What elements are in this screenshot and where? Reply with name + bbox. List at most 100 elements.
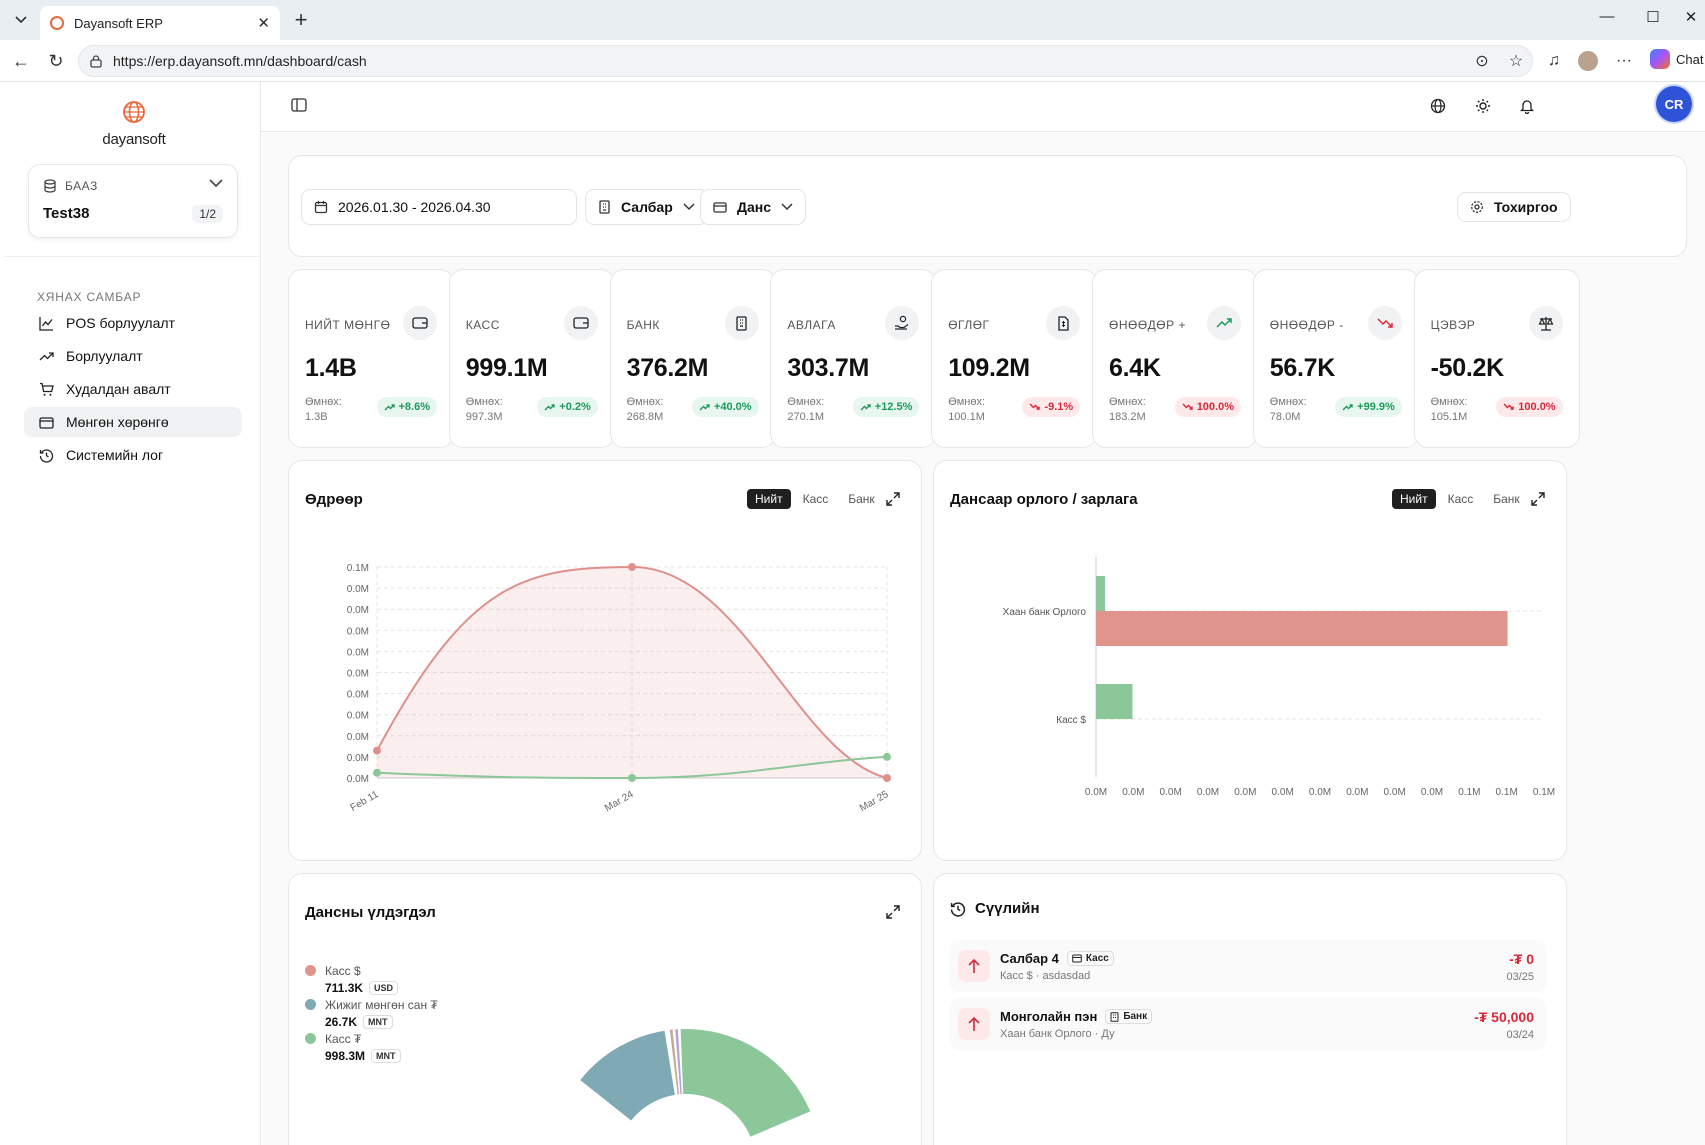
x-tick-label: 0.1M bbox=[1533, 787, 1555, 798]
stat-prev-value: 997.3M bbox=[465, 411, 503, 423]
sidebar-item-purchases[interactable]: Худалдан авалт bbox=[24, 374, 242, 404]
theme-sun-icon[interactable] bbox=[1471, 94, 1495, 118]
favorite-star-icon[interactable]: ☆ bbox=[1508, 53, 1524, 70]
trend-down-icon bbox=[1503, 403, 1518, 411]
logo[interactable]: dayansoft bbox=[94, 100, 174, 148]
tab-list-button[interactable] bbox=[8, 8, 34, 32]
sidebar-item-label: Борлуулалт bbox=[66, 348, 143, 364]
reading-mode-icon[interactable]: ⊙ bbox=[1475, 53, 1489, 70]
y-tick-label: 0.0M bbox=[347, 753, 369, 764]
legend-item[interactable]: Касс $ 711.3K USD bbox=[305, 964, 399, 995]
more-menu-icon[interactable]: ··· bbox=[1616, 52, 1632, 69]
stat-prev-label: Өмнөх: bbox=[465, 396, 503, 408]
stat-value: -50.2K bbox=[1430, 354, 1505, 382]
segment-all[interactable]: Нийт bbox=[747, 489, 791, 509]
expand-icon[interactable] bbox=[885, 491, 901, 507]
trend-up-icon bbox=[699, 403, 714, 411]
database-count-badge: 1/2 bbox=[192, 205, 223, 223]
sidebar-item-sales[interactable]: Борлуулалт bbox=[24, 341, 242, 371]
wallet-icon bbox=[713, 201, 727, 214]
branch-select[interactable]: Салбар bbox=[585, 189, 708, 225]
reload-icon[interactable]: ↻ bbox=[48, 50, 64, 71]
stat-value: 109.2M bbox=[948, 354, 1030, 382]
logo-text: dayansoft bbox=[102, 131, 166, 148]
trend-down-icon bbox=[1029, 403, 1044, 411]
stat-label: БАНК bbox=[626, 318, 660, 332]
card-title: Дансны үлдэгдэл bbox=[305, 904, 436, 921]
stat-card: ӨНӨӨДӨР + 6.4K Өмнөх: 183.2M 100.0% bbox=[1092, 269, 1258, 448]
cart-icon bbox=[38, 381, 54, 397]
sidebar-item-pos-sales[interactable]: POS борлуулалт bbox=[24, 308, 242, 338]
segment-cash[interactable]: Касс bbox=[1447, 492, 1474, 506]
y-tick-label: 0.0M bbox=[347, 711, 369, 722]
globe-icon[interactable] bbox=[1426, 94, 1450, 118]
building-icon bbox=[724, 306, 759, 340]
change-badge: +12.5% bbox=[852, 397, 920, 417]
daily-line-chart: 0.0M 0.0M 0.0M 0.0M 0.0M 0.0M 0.0M 0.0M 0.0M 0.0M… bbox=[347, 563, 891, 814]
chevron-down-icon[interactable] bbox=[209, 179, 223, 188]
url-field[interactable]: https://erp.dayansoft.mn/dashboard/cash bbox=[78, 45, 1533, 77]
data-point bbox=[373, 746, 381, 755]
item-subtitle: Касс $ · asdasdad bbox=[1000, 970, 1091, 982]
donut-slice bbox=[680, 1029, 811, 1137]
change-badge: +99.9% bbox=[1335, 397, 1402, 417]
segment-bank[interactable]: Банк bbox=[848, 492, 875, 506]
y-tick-label: 0.0M bbox=[347, 732, 369, 743]
sidebar-item-system-log[interactable]: Системийн лог bbox=[24, 440, 242, 470]
wallet-icon bbox=[1072, 954, 1082, 963]
stat-label: ЦЭВЭР bbox=[1430, 318, 1476, 332]
media-icon[interactable]: ♫ bbox=[1548, 52, 1560, 69]
stat-card: ӨНӨӨДӨР - 56.7K Өмнөх: 78.0M +99.9% bbox=[1252, 269, 1419, 448]
settings-button[interactable]: Тохиргоо bbox=[1457, 192, 1571, 222]
date-range-value: 2026.01.30 - 2026.04.30 bbox=[338, 199, 491, 215]
back-icon[interactable]: ← bbox=[12, 50, 30, 71]
sidebar-divider bbox=[4, 256, 261, 257]
user-avatar[interactable]: CR bbox=[1656, 86, 1692, 122]
date-range-picker[interactable]: 2026.01.30 - 2026.04.30 bbox=[301, 189, 577, 225]
y-tick-label: 0.0M bbox=[347, 605, 369, 616]
filter-card: 2026.01.30 - 2026.04.30 Салбар Данс Тохи… bbox=[288, 155, 1687, 257]
legend-item[interactable]: Касс ₮ 998.3M MNT bbox=[305, 1032, 401, 1063]
sidebar-item-cash-assets[interactable]: Мөнгөн хөрөнгө bbox=[24, 407, 242, 437]
new-tab-button[interactable]: + bbox=[294, 7, 308, 32]
x-tick-label: Feb 11 bbox=[349, 789, 381, 814]
stat-prev-label: Өмнөх: bbox=[626, 396, 664, 408]
close-tab-icon[interactable]: ✕ bbox=[257, 15, 270, 32]
chevron-down-icon bbox=[683, 203, 695, 211]
copilot-button[interactable]: Chat bbox=[1650, 49, 1703, 69]
x-tick-label: 0.0M bbox=[1272, 787, 1294, 798]
segment-cash[interactable]: Касс bbox=[802, 492, 829, 506]
expand-icon[interactable] bbox=[885, 904, 901, 920]
account-chart-card: Дансаар орлого / зарлага Нийт Касс Банк … bbox=[933, 460, 1567, 861]
x-tick-label: 0.0M bbox=[1197, 787, 1219, 798]
sidebar-item-label: Худалдан авалт bbox=[66, 381, 171, 397]
item-date: 03/25 bbox=[1506, 971, 1534, 983]
account-select[interactable]: Данс bbox=[700, 189, 807, 225]
legend-dot bbox=[305, 1033, 316, 1044]
trend-down-icon bbox=[1182, 403, 1197, 411]
address-bar: ← ↻ https://erp.dayansoft.mn/dashboard/c… bbox=[0, 40, 1705, 82]
expand-icon[interactable] bbox=[1530, 491, 1546, 507]
x-tick-label: Mar 25 bbox=[858, 789, 891, 814]
stat-prev-value: 183.2M bbox=[1109, 411, 1146, 423]
donut-slice bbox=[580, 1030, 675, 1121]
minimize-icon[interactable]: — bbox=[1599, 8, 1615, 25]
notification-bell-icon[interactable] bbox=[1515, 94, 1539, 118]
browser-tab[interactable]: Dayansoft ERP ✕ bbox=[40, 6, 280, 40]
recent-item[interactable]: Салбар 4 Касс Касс $ · asdasdad -₮ 0 03/2… bbox=[950, 940, 1546, 992]
stat-card: ЦЭВЭР -50.2K Өмнөх: 105.1M 100.0% bbox=[1413, 269, 1580, 448]
segment-all[interactable]: Нийт bbox=[1392, 489, 1436, 509]
site-info-icon bbox=[90, 55, 102, 68]
database-selector[interactable]: БААЗ Test38 1/2 bbox=[28, 164, 238, 238]
close-window-icon[interactable]: ✕ bbox=[1684, 9, 1698, 26]
sidebar-toggle-icon[interactable] bbox=[291, 98, 307, 112]
maximize-icon[interactable]: ☐ bbox=[1646, 9, 1660, 26]
recent-item[interactable]: Монголайн пэн Банк Хаан банк Орлого · Ду … bbox=[950, 998, 1546, 1050]
change-badge: 100.0% bbox=[1174, 397, 1241, 417]
stat-prev-label: Өмнөх: bbox=[305, 396, 342, 408]
profile-avatar-icon[interactable] bbox=[1576, 49, 1600, 73]
segment-bank[interactable]: Банк bbox=[1493, 492, 1520, 506]
legend-item[interactable]: Жижиг мөнгөн сан ₮ 26.7K MNT bbox=[305, 998, 438, 1029]
trend-up-icon bbox=[544, 403, 559, 411]
y-tick-label: 0.0M bbox=[347, 647, 369, 658]
